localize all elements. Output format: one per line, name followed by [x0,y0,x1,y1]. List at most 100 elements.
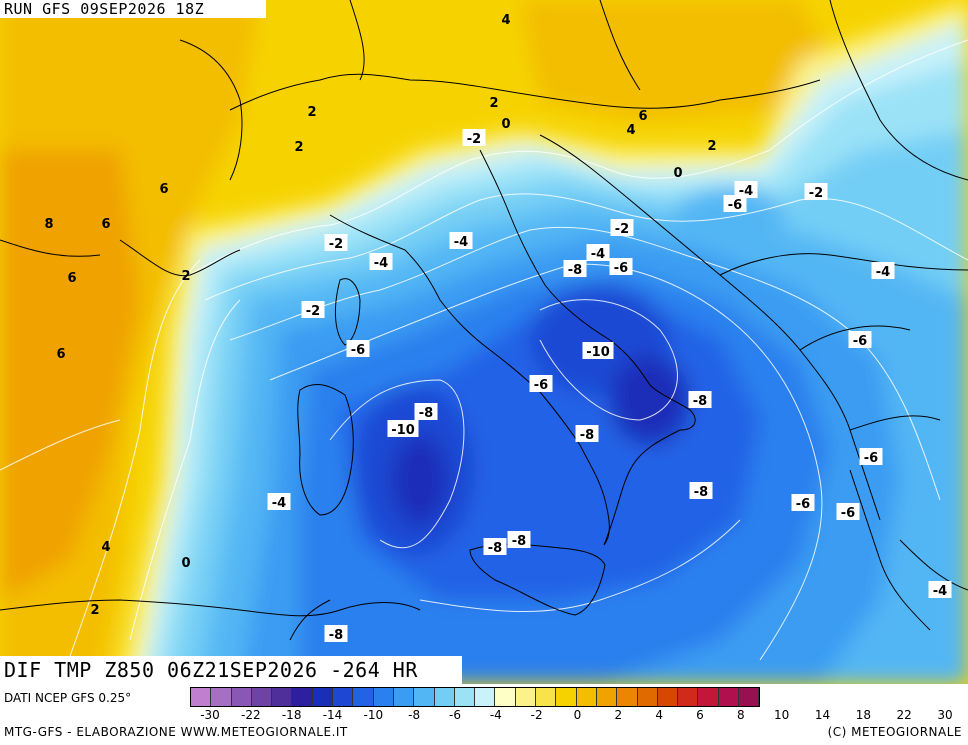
svg-text:-8: -8 [693,394,707,409]
color-swatch [353,688,374,706]
isotherm-label: -6 [836,503,860,521]
svg-text:-2: -2 [615,222,629,237]
scale-tick-label: 14 [814,708,831,722]
color-swatch [678,688,699,706]
isotherm-label: -6 [723,195,747,213]
svg-text:-4: -4 [591,247,605,262]
svg-text:2: 2 [90,603,99,618]
footer-copyright: (C) METEOGIORNALE [827,725,962,739]
svg-text:6: 6 [159,182,168,197]
color-swatch [434,688,455,706]
svg-text:-6: -6 [351,343,365,358]
isotherm-label: -6 [848,331,872,349]
svg-text:4: 4 [626,123,635,138]
scale-tick-label: -8 [408,708,421,722]
scale-tick-label: -14 [322,708,343,722]
svg-text:4: 4 [101,540,110,555]
isotherm-label: 2 [294,140,303,155]
svg-text:-6: -6 [728,198,742,213]
isotherm-label: -8 [689,482,713,500]
color-swatch [515,688,537,706]
isotherm-label: 4 [626,123,635,138]
svg-text:-8: -8 [488,541,502,556]
isotherm-label: 6 [159,182,168,197]
isotherm-label: 2 [90,603,99,618]
svg-text:-2: -2 [467,132,481,147]
color-swatch [718,688,740,706]
color-swatch [272,688,293,706]
scale-tick-label: -30 [200,708,220,722]
isotherm-label: -8 [575,425,599,443]
svg-text:-4: -4 [933,584,947,599]
svg-text:6: 6 [56,347,65,362]
color-swatch [475,688,496,706]
svg-text:2: 2 [707,139,716,154]
isotherm-label: 6 [67,271,76,286]
svg-text:0: 0 [181,556,190,571]
isotherm-label: -8 [483,538,507,556]
scale-tick-label: -10 [363,708,384,722]
isotherm-label: -8 [688,391,712,409]
color-swatch [231,688,252,706]
color-swatch [739,688,760,706]
svg-text:6: 6 [101,217,110,232]
footer-credit: MTG-GFS - ELABORAZIONE WWW.METEOGIORNALE… [4,725,348,739]
svg-text:-6: -6 [853,334,867,349]
svg-text:8: 8 [44,217,53,232]
svg-text:-6: -6 [614,261,628,276]
isotherm-label: -8 [563,260,587,278]
scale-tick-label: 6 [696,708,704,722]
isotherm-label: -4 [871,262,895,280]
svg-text:2: 2 [294,140,303,155]
scale-tick-label: 22 [896,708,912,722]
svg-text:6: 6 [638,109,647,124]
isotherm-label: -6 [609,258,633,276]
color-swatch [211,688,232,706]
svg-text:2: 2 [181,269,190,284]
scale-tick-label: 18 [855,708,871,722]
svg-text:-6: -6 [841,506,855,521]
isotherm-label: -6 [791,494,815,512]
svg-text:-2: -2 [809,186,823,201]
scale-tick-label: 0 [573,708,582,722]
isotherm-label: -2 [324,234,348,252]
svg-text:-4: -4 [374,256,388,271]
svg-text:-4: -4 [272,496,286,511]
isotherm-label: -6 [346,340,370,358]
isotherm-label: -4 [369,253,393,271]
isotherm-label: -8 [507,531,531,549]
isotherm-label: -2 [462,129,486,147]
svg-text:-8: -8 [580,428,594,443]
isotherm-label: 0 [181,556,190,571]
isotherm-label: 2 [181,269,190,284]
isotherm-label: -8 [414,403,438,421]
svg-text:-2: -2 [306,304,320,319]
color-scale [190,687,761,707]
isotherm-label: 4 [501,13,510,28]
color-swatch [292,688,313,706]
isotherm-label: 6 [101,217,110,232]
color-swatch [576,688,597,706]
isotherm-label: -6 [529,375,553,393]
svg-text:-4: -4 [876,265,890,280]
isotherm-label: -8 [324,625,348,643]
scale-tick-label: -6 [449,708,461,722]
isotherm-label: -6 [859,448,883,466]
svg-text:-10: -10 [391,423,415,438]
svg-text:-4: -4 [454,235,468,250]
color-swatch [536,688,557,706]
isotherm-label: 0 [673,166,682,181]
isotherm-label: -4 [586,244,610,262]
isotherm-label: 2 [707,139,716,154]
scale-tick-label: -18 [281,708,302,722]
scale-tick-label: 10 [774,708,790,722]
svg-text:6: 6 [67,271,76,286]
isotherm-label: -2 [804,183,828,201]
scale-tick-label: -2 [530,708,543,722]
color-swatch [454,688,476,706]
svg-text:2: 2 [307,105,316,120]
isotherm-label: 0 [501,117,510,132]
svg-text:4: 4 [501,13,510,28]
color-swatch [596,688,618,706]
svg-text:0: 0 [501,117,510,132]
